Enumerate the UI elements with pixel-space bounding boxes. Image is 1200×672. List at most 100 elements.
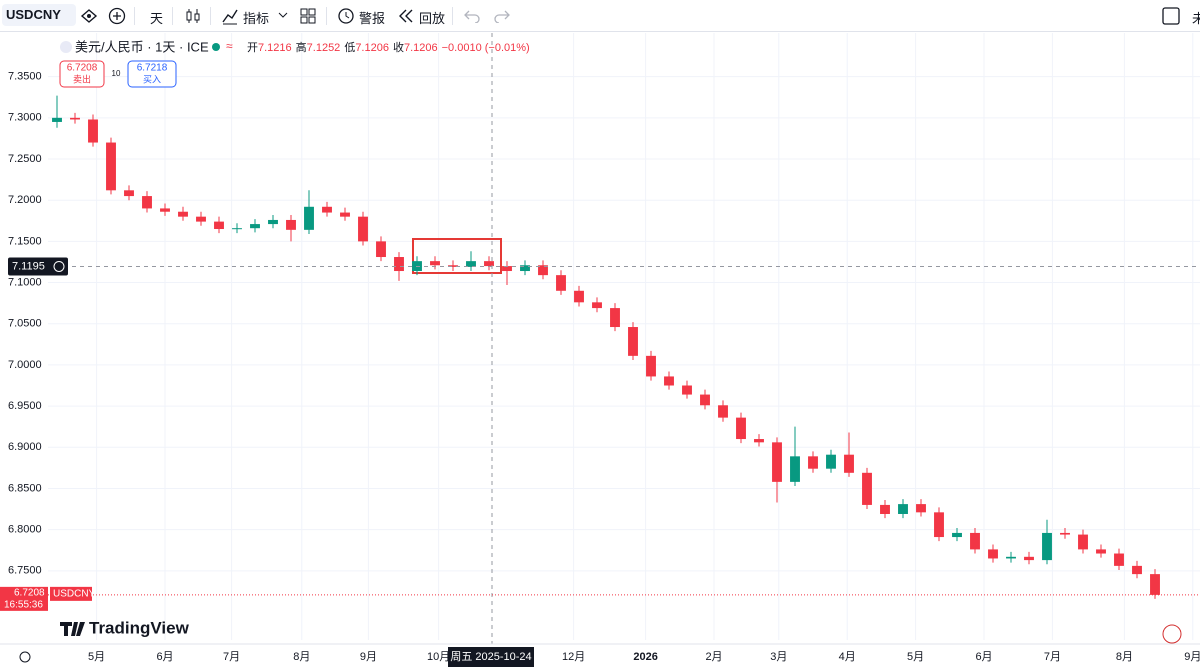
y-tick-label: 6.7500 [8,565,42,577]
replay-icon[interactable] [398,9,414,23]
candle-body [88,119,98,143]
candle-body [610,308,620,328]
candle-body [430,261,440,266]
candle-body [556,275,566,291]
candle-body [718,405,728,418]
logo-text: TradingView [89,618,190,637]
x-tick-label: 9月 [1184,651,1200,663]
crosshair-date-label: 周五 2025-10-24 [450,650,531,663]
high-value: 7.1252 [307,42,341,54]
y-tick-label: 7.2500 [8,153,42,165]
countdown-label: 16:55:36 [4,600,43,611]
x-tick-label: 8月 [1116,651,1133,663]
candle-body [484,261,494,267]
last-price-label: 6.7208 [14,588,45,599]
replay-button[interactable]: 回放 [419,11,446,26]
candle-body [304,206,314,230]
x-tick-label: 5月 [907,651,924,663]
time-axis: 5月 6月 7月 8月 9月 10月 12月 2026 2月 3月 4月 5月 6月 7月 8月 9月 周五 2… [88,647,1200,667]
flag-icon [1162,624,1182,644]
compare-icon[interactable] [80,8,98,24]
alert-button[interactable]: 警报 [359,11,386,26]
crosshair-plus [53,260,65,272]
candle-body [1060,532,1070,535]
candle-body [916,504,926,513]
candle-body [1024,556,1034,561]
candle-body [340,212,350,217]
x-tick-label: 7月 [223,651,240,663]
y-tick-label: 7.0500 [8,318,42,330]
y-tick-label: 7.2000 [8,194,42,206]
add-symbol-icon[interactable] [108,7,126,25]
y-tick-label: 7.3000 [8,112,42,124]
alert-icon[interactable] [336,6,356,26]
candle-body [754,439,764,443]
buy-button[interactable] [127,60,177,88]
candle-body [1042,532,1052,561]
candle-body [1078,534,1088,550]
market-status [212,43,220,51]
candle-body [898,504,908,514]
x-tick-label: 5月 [88,651,105,663]
crosshair-price-box [8,257,68,276]
candle-body [988,549,998,559]
logo: TradingView [60,618,190,637]
buy-price[interactable]: 6.7218 [137,63,168,74]
indicators-button[interactable]: 指标 [243,11,270,26]
crosshair-price-label: 7.1195 [12,260,45,272]
candle-body [790,456,800,482]
x-tick-label: 3月 [770,651,787,663]
layout-icon[interactable] [299,7,317,25]
crosshair-date-box [448,647,534,667]
sell-price[interactable]: 6.7208 [67,63,98,74]
x-tick-label: 7月 [1044,651,1061,663]
candle-body [250,224,260,229]
buy-label[interactable]: 买入 [143,74,161,84]
chart-type-icon[interactable] [184,7,202,25]
close-label: 收 [393,40,404,54]
indicators-icon[interactable] [221,7,239,25]
candle-body [628,327,638,356]
candle-body [70,117,80,120]
candle-body [322,206,332,213]
candle-body [286,219,296,230]
checkbox[interactable] [1162,7,1180,25]
sell-button[interactable] [59,60,105,88]
status-icon: ≈ [226,39,233,53]
last-symbol-label: USDCNY [53,589,96,600]
y-tick-label: 6.9500 [8,400,42,412]
change-value: −0.0010 (−0.01%) [442,42,530,54]
candle-body [934,512,944,538]
candle-body [700,394,710,406]
candle-body [952,532,962,538]
highlight-box [412,238,502,274]
x-tick-label: 2026 [633,651,657,663]
toolbar-more[interactable]: 未 [1192,11,1200,26]
candle-body [52,117,62,122]
grid [48,33,1200,640]
last-symbol-box [50,586,92,601]
legend-title: 美元/人民币 · 1天 · ICE [75,39,209,54]
y-tick-label: 7.3500 [8,71,42,83]
y-tick-label: 6.8500 [8,482,42,494]
x-tick-label: 6月 [156,651,173,663]
overlay: 6.7500 6.8000 6.8500 6.9000 6.9500 7.0000 7.05… [0,33,1200,644]
undo-icon[interactable] [464,9,480,23]
candle-body [808,456,818,469]
high-label: 高 [296,40,307,54]
candle-body [1150,574,1160,595]
candle-body [124,190,134,197]
close-value: 7.1206 [404,42,438,54]
candle-body [664,376,674,386]
candle-body [682,385,692,395]
candle-body [970,532,980,550]
settings-icon[interactable] [19,651,31,663]
candle-body [214,221,224,230]
sell-label[interactable]: 卖出 [73,73,91,84]
candle-body [1006,556,1016,559]
dropdown-icon[interactable] [278,10,288,20]
redo-icon[interactable] [494,9,510,23]
candle-body [538,265,548,276]
symbol-search[interactable]: USDCNY [2,4,76,26]
interval-button[interactable]: 天 [150,11,164,26]
